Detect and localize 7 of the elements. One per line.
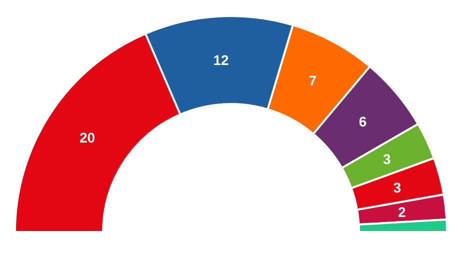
data-label: 6 xyxy=(358,113,367,130)
data-label: 3 xyxy=(393,179,402,196)
data-label: 7 xyxy=(308,72,317,89)
data-label: 3 xyxy=(382,151,391,168)
data-label: 12 xyxy=(213,52,229,68)
data-label: 2 xyxy=(398,204,406,220)
data-label: 20 xyxy=(80,129,96,146)
